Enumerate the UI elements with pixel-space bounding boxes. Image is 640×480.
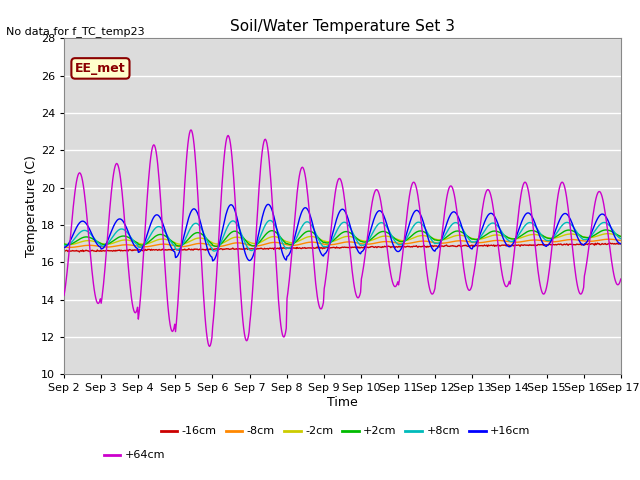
Title: Soil/Water Temperature Set 3: Soil/Water Temperature Set 3 bbox=[230, 20, 455, 35]
Text: No data for f_TC_temp23: No data for f_TC_temp23 bbox=[6, 26, 145, 37]
Text: EE_met: EE_met bbox=[75, 62, 126, 75]
Y-axis label: Temperature (C): Temperature (C) bbox=[25, 156, 38, 257]
Legend: -16cm, -8cm, -2cm, +2cm, +8cm, +16cm: -16cm, -8cm, -2cm, +2cm, +8cm, +16cm bbox=[156, 422, 535, 441]
X-axis label: Time: Time bbox=[327, 396, 358, 409]
Legend: +64cm: +64cm bbox=[99, 446, 170, 465]
